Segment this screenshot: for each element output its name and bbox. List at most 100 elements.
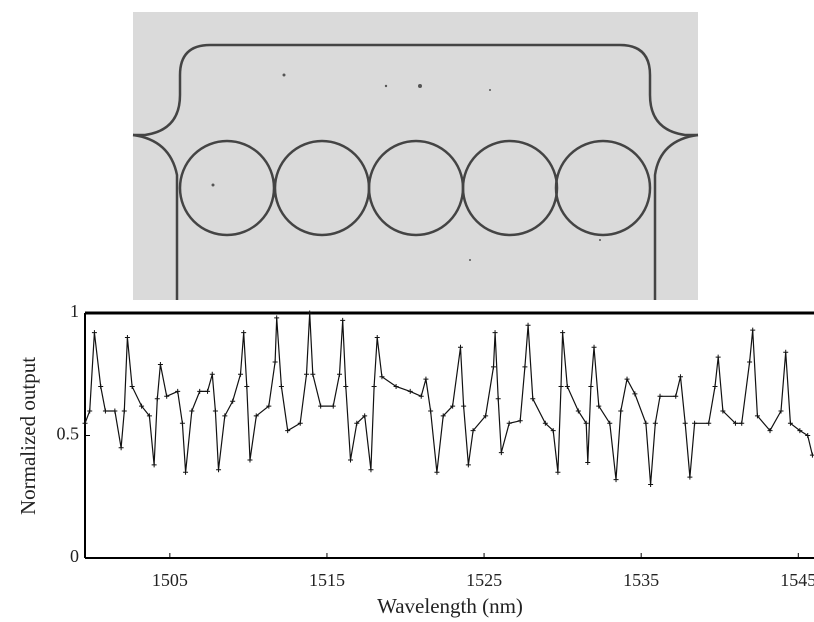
data-point	[747, 359, 753, 365]
data-point	[183, 469, 189, 475]
data-point	[274, 315, 280, 321]
data-point	[682, 420, 688, 426]
plot-area	[85, 313, 814, 558]
data-point	[216, 467, 222, 473]
x-tick-label: 1545	[780, 570, 814, 590]
data-point	[146, 413, 152, 419]
data-point	[330, 403, 336, 409]
data-point	[555, 469, 561, 475]
data-point	[230, 398, 236, 404]
data-point	[164, 393, 170, 399]
x-tick-label: 1515	[309, 570, 345, 590]
data-point	[244, 384, 250, 389]
data-point	[522, 364, 528, 370]
data-point	[498, 450, 504, 456]
data-point	[712, 384, 718, 389]
data-point	[809, 452, 814, 458]
data-point	[754, 413, 760, 419]
data-point	[87, 408, 93, 414]
y-tick-label: 1	[70, 301, 79, 321]
data-point	[222, 413, 228, 419]
data-point	[154, 396, 160, 402]
data-point	[585, 459, 591, 465]
data-point	[652, 420, 658, 426]
data-point	[706, 420, 712, 426]
data-point	[588, 384, 594, 389]
data-point	[418, 393, 424, 399]
data-point	[560, 330, 566, 336]
data-point	[354, 420, 360, 426]
data-point	[767, 428, 773, 434]
data-point	[310, 371, 316, 377]
data-point	[624, 376, 630, 382]
data-point	[189, 408, 195, 414]
data-point	[238, 371, 244, 377]
data-point	[139, 403, 145, 409]
data-point	[470, 428, 476, 434]
data-point	[423, 376, 429, 382]
data-point	[304, 371, 310, 377]
data-point	[607, 420, 613, 426]
data-point	[337, 371, 343, 377]
data-point	[129, 384, 135, 389]
data-point	[343, 384, 349, 389]
data-point	[212, 408, 218, 414]
data-point	[732, 420, 738, 426]
x-tick-label: 1535	[623, 570, 659, 590]
y-tick-label: 0	[70, 546, 79, 566]
data-point	[266, 403, 272, 409]
data-point	[575, 408, 581, 414]
y-tick-label: 0.5	[57, 424, 80, 444]
data-point	[82, 420, 88, 426]
data-point	[348, 457, 354, 463]
data-point	[492, 330, 498, 336]
plot: Wavelength (nm) Normalized output	[16, 311, 814, 618]
data-point	[272, 359, 278, 365]
data-point	[715, 354, 721, 360]
data-point	[613, 477, 619, 483]
data-point	[318, 403, 324, 409]
data-point	[434, 469, 440, 475]
micrograph-background	[133, 12, 698, 300]
data-point	[118, 445, 124, 451]
data-point	[151, 462, 157, 468]
data-point	[91, 330, 97, 336]
data-point	[596, 403, 602, 409]
data-point	[787, 420, 793, 426]
data-point	[632, 391, 638, 397]
data-point	[657, 393, 663, 399]
data-point	[362, 413, 368, 419]
data-point	[542, 420, 548, 426]
data-point	[98, 384, 104, 389]
data-point	[197, 388, 203, 394]
data-point	[124, 335, 130, 340]
side-waveguides	[132, 133, 699, 300]
data-point	[368, 467, 374, 473]
data-point	[440, 413, 446, 419]
y-axis-label: Normalized output	[16, 357, 40, 515]
data-point	[307, 310, 313, 316]
data-point	[530, 396, 536, 402]
data-point	[583, 420, 589, 426]
data-point	[157, 361, 163, 367]
data-point	[720, 408, 726, 414]
data-point	[648, 482, 654, 487]
data-point	[739, 420, 745, 426]
data-point	[618, 408, 624, 414]
data-point	[673, 393, 679, 399]
data-point	[490, 364, 496, 370]
dust	[211, 73, 601, 261]
data-point	[465, 462, 471, 468]
micrograph	[132, 12, 699, 300]
data-point	[450, 403, 456, 409]
data-point	[371, 384, 377, 389]
data-point	[591, 344, 597, 350]
x-axis-label: Wavelength (nm)	[377, 594, 523, 618]
data-point	[517, 418, 523, 424]
data-point	[778, 408, 784, 414]
data-point	[379, 374, 385, 380]
data-point	[495, 396, 501, 402]
data-point	[506, 420, 512, 426]
data-point	[374, 335, 380, 340]
